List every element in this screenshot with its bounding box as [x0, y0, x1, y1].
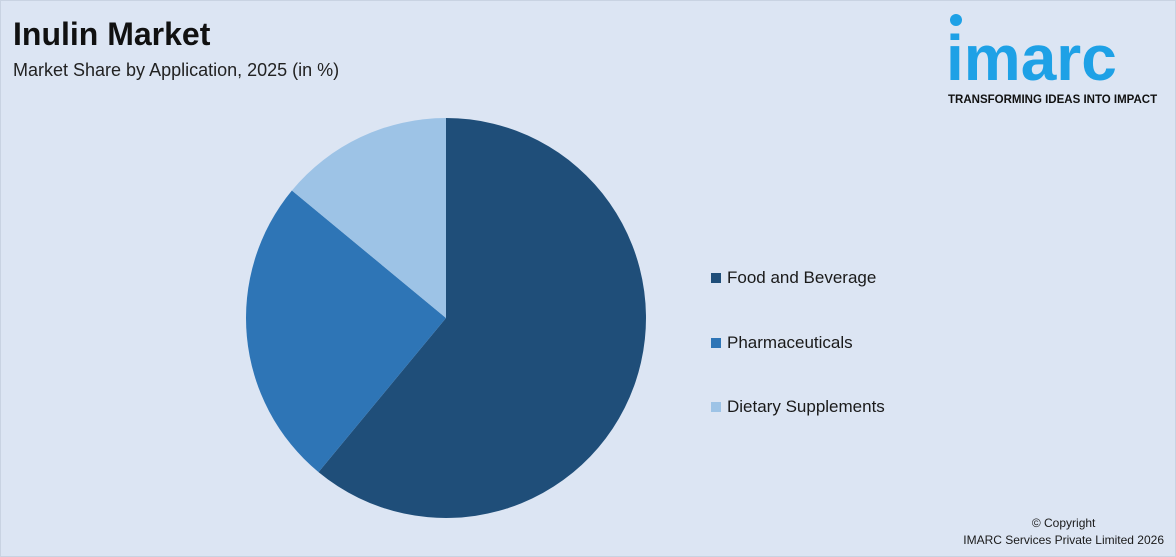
imarc-logo: imarc TRANSFORMING IDEAS INTO IMPACT: [946, 12, 1170, 112]
legend-label: Food and Beverage: [727, 268, 877, 287]
chart-subtitle: Market Share by Application, 2025 (in %): [13, 60, 340, 80]
pie-slice-pharmaceuticals: [245, 190, 446, 473]
chart-legend: Food and Beverage Pharmaceuticals Dietar…: [711, 266, 885, 460]
legend-swatch: [711, 402, 721, 412]
chart-title: Inulin Market: [13, 16, 211, 52]
logo-tagline: TRANSFORMING IDEAS INTO IMPACT: [948, 94, 1158, 106]
legend-swatch: [711, 337, 721, 348]
legend-item-food-and-beverage: Food and Beverage: [711, 266, 885, 290]
pie-slice-dietary-supplements: [291, 118, 446, 318]
legend-item-dietary-supplements: Dietary Supplements: [711, 395, 885, 419]
legend-swatch: [711, 273, 721, 283]
logo-dot-icon: [950, 14, 962, 26]
copyright: © Copyright IMARC Services Private Limit…: [963, 515, 1164, 549]
legend-label: Pharmaceuticals: [727, 332, 853, 352]
legend-item-pharmaceuticals: Pharmaceuticals: [711, 331, 885, 355]
copyright-line2: IMARC Services Private Limited 2026: [963, 533, 1164, 547]
pie-slice-food-and-beverage: [318, 118, 646, 518]
legend-label: Dietary Supplements: [727, 397, 885, 416]
logo-wordmark: imarc: [946, 22, 1117, 94]
copyright-line1: © Copyright: [1031, 516, 1096, 530]
